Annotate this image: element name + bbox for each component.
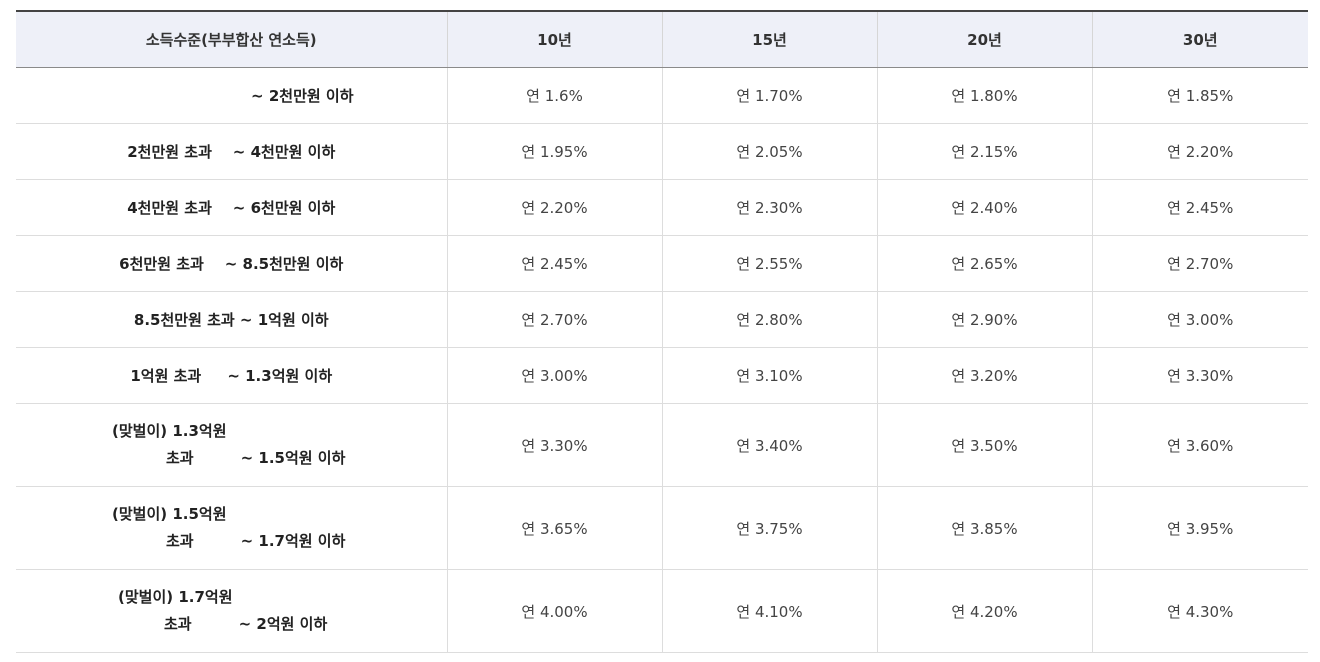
table-row: (맞벌이) 1.3억원 초과 ~ 1.5억원 이하 연 3.30% 연 3.40… [16,403,1308,487]
rate-cell-20y: 연 2.40% [877,179,1093,236]
rate-cell-20y: 연 3.20% [877,347,1093,404]
header-income-level: 소득수준(부부합산 연소득) [16,11,448,68]
header-15-years: 15년 [662,11,878,68]
income-range-text: ~ 2천만원 이하 [251,87,354,105]
rate-cell-20y: 연 3.50% [877,403,1093,487]
header-20-years: 20년 [877,11,1093,68]
income-level-cell: (맞벌이) 1.7억원 초과 ~ 2억원 이하 [16,569,448,653]
rate-cell-10y: 연 2.70% [447,291,663,348]
header-30-years: 30년 [1092,11,1308,68]
rate-cell-30y: 연 2.45% [1092,179,1308,236]
rate-cell-15y: 연 2.80% [662,291,878,348]
income-range-text: 1억원 초과 ~ 1.3억원 이하 [130,367,333,385]
rate-cell-10y: 연 2.45% [447,235,663,292]
rate-cell-20y: 연 2.65% [877,235,1093,292]
income-range-text: 8.5천만원 초과 ~ 1억원 이하 [133,311,329,329]
table-row: 1억원 초과 ~ 1.3억원 이하 연 3.00% 연 3.10% 연 3.20… [16,347,1308,404]
income-range-text: 4천만원 초과 ~ 6천만원 이하 [127,199,336,217]
table-row: 4천만원 초과 ~ 6천만원 이하 연 2.20% 연 2.30% 연 2.40… [16,179,1308,236]
rate-cell-10y: 연 3.00% [447,347,663,404]
rate-cell-10y: 연 4.00% [447,569,663,653]
income-level-cell: 4천만원 초과 ~ 6천만원 이하 [16,179,448,236]
header-10-years: 10년 [447,11,663,68]
income-range-line1: (맞벌이) 1.7억원 [118,588,233,606]
rate-cell-20y: 연 4.20% [877,569,1093,653]
table-row: 8.5천만원 초과 ~ 1억원 이하 연 2.70% 연 2.80% 연 2.9… [16,291,1308,348]
rate-cell-20y: 연 2.90% [877,291,1093,348]
table-row: (맞벌이) 1.5억원 초과 ~ 1.7억원 이하 연 3.65% 연 3.75… [16,486,1308,570]
rate-cell-10y: 연 1.95% [447,123,663,180]
rate-cell-10y: 연 2.20% [447,179,663,236]
income-range-line2: 초과 ~ 2억원 이하 [164,615,328,633]
rate-cell-15y: 연 1.70% [662,67,878,124]
interest-rate-table: 소득수준(부부합산 연소득) 10년 15년 20년 30년 ~ 2천만원 이하… [16,10,1308,653]
income-range-text: 6천만원 초과 ~ 8.5천만원 이하 [119,255,344,273]
income-level-cell: 2천만원 초과 ~ 4천만원 이하 [16,123,448,180]
rate-cell-10y: 연 3.65% [447,486,663,570]
rate-cell-15y: 연 2.05% [662,123,878,180]
rate-cell-30y: 연 3.95% [1092,486,1308,570]
rate-cell-15y: 연 2.55% [662,235,878,292]
table-row: ~ 2천만원 이하 연 1.6% 연 1.70% 연 1.80% 연 1.85% [16,67,1308,124]
income-range-line2: 초과 ~ 1.5억원 이하 [166,449,346,467]
income-range-line2: 초과 ~ 1.7억원 이하 [166,532,346,550]
income-level-cell: (맞벌이) 1.3억원 초과 ~ 1.5억원 이하 [16,403,448,487]
rate-cell-15y: 연 3.40% [662,403,878,487]
rate-cell-30y: 연 3.30% [1092,347,1308,404]
rate-cell-30y: 연 4.30% [1092,569,1308,653]
rate-cell-30y: 연 2.70% [1092,235,1308,292]
income-level-cell: (맞벌이) 1.5억원 초과 ~ 1.7억원 이하 [16,486,448,570]
rate-cell-30y: 연 1.85% [1092,67,1308,124]
income-level-cell: ~ 2천만원 이하 [16,67,448,124]
income-range-text: 2천만원 초과 ~ 4천만원 이하 [127,143,336,161]
rate-cell-20y: 연 2.15% [877,123,1093,180]
table-header-row: 소득수준(부부합산 연소득) 10년 15년 20년 30년 [16,11,1308,68]
table-row: 2천만원 초과 ~ 4천만원 이하 연 1.95% 연 2.05% 연 2.15… [16,123,1308,180]
rate-cell-15y: 연 3.75% [662,486,878,570]
rate-cell-30y: 연 3.00% [1092,291,1308,348]
rate-cell-10y: 연 3.30% [447,403,663,487]
income-level-cell: 8.5천만원 초과 ~ 1억원 이하 [16,291,448,348]
rate-cell-30y: 연 2.20% [1092,123,1308,180]
rate-cell-30y: 연 3.60% [1092,403,1308,487]
rate-cell-15y: 연 3.10% [662,347,878,404]
income-range-line1: (맞벌이) 1.5억원 [112,505,227,523]
rate-cell-15y: 연 2.30% [662,179,878,236]
income-range-line1: (맞벌이) 1.3억원 [112,422,227,440]
income-level-cell: 6천만원 초과 ~ 8.5천만원 이하 [16,235,448,292]
rate-cell-10y: 연 1.6% [447,67,663,124]
rate-cell-20y: 연 1.80% [877,67,1093,124]
rate-cell-20y: 연 3.85% [877,486,1093,570]
rate-cell-15y: 연 4.10% [662,569,878,653]
table-row: 6천만원 초과 ~ 8.5천만원 이하 연 2.45% 연 2.55% 연 2.… [16,235,1308,292]
income-level-cell: 1억원 초과 ~ 1.3억원 이하 [16,347,448,404]
rate-table-container: 소득수준(부부합산 연소득) 10년 15년 20년 30년 ~ 2천만원 이하… [16,10,1308,653]
table-row: (맞벌이) 1.7억원 초과 ~ 2억원 이하 연 4.00% 연 4.10% … [16,569,1308,653]
